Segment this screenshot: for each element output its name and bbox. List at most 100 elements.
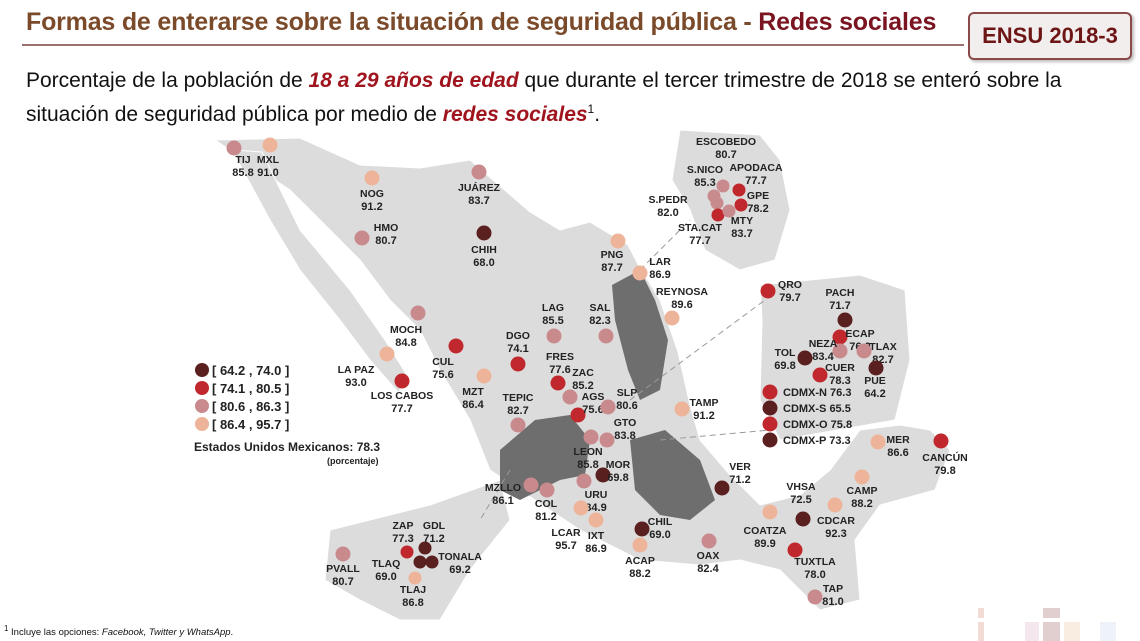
city-dot (868, 360, 884, 376)
guide-line (629, 299, 766, 401)
logo-block (978, 608, 984, 618)
city-value: 82.0 (657, 207, 678, 219)
city-name: HMO (374, 222, 399, 234)
city-value: 75.6 (432, 369, 453, 381)
city-value: 92.3 (825, 528, 846, 540)
city-name: GPE (747, 190, 769, 202)
city-dot (400, 545, 414, 559)
city-value: 81.0 (822, 596, 843, 608)
logo-block (1064, 622, 1080, 641)
city-dot (610, 233, 626, 249)
city-label: CDMX-P 73.3 (783, 435, 851, 447)
city-name: TLAQ (372, 558, 401, 570)
city-dot (523, 477, 539, 493)
city-name: TUXTLA (794, 556, 836, 568)
city-value: 86.8 (402, 597, 423, 609)
map-land (213, 129, 951, 621)
city-value: 93.0 (345, 377, 366, 389)
legend-swatch (195, 363, 209, 377)
title-divider (22, 44, 964, 46)
city-dot (856, 343, 872, 359)
city-marker-cdmx-o: CDMX-O 75.8 (762, 416, 852, 432)
national-unit: (porcentaje) (327, 456, 379, 466)
city-value: 77.3 (392, 533, 413, 545)
city-name: MOR (606, 459, 631, 471)
city-name: CAMP (847, 485, 878, 497)
city-dot (827, 497, 843, 513)
city-dot (335, 546, 351, 562)
city-name: CDCAR (817, 515, 855, 527)
footnote-number: 1 (4, 624, 9, 633)
city-name: ZAP (393, 520, 414, 532)
city-dot (595, 467, 611, 483)
city-name: TAMP (690, 397, 719, 409)
highlight-jalisco (500, 415, 590, 500)
city-dot (701, 533, 717, 549)
city-name: TONALA (438, 551, 482, 563)
footnote: 1 Incluye las opciones: Facebook, Twitte… (4, 624, 233, 638)
city-dot (762, 416, 778, 432)
city-value: 77.6 (549, 364, 570, 376)
city-name: COL (535, 498, 558, 510)
city-value: 83.8 (614, 430, 635, 442)
city-value: 71.2 (729, 474, 750, 486)
city-dot (634, 521, 650, 537)
city-name: ACAP (625, 555, 655, 567)
city-name: PACH (826, 287, 855, 299)
city-dot (410, 305, 426, 321)
city-value: 82.3 (589, 315, 610, 327)
city-value: 88.2 (629, 568, 650, 580)
guadalajara-inset (324, 479, 511, 621)
city-name: TAP (823, 583, 843, 595)
city-value: 79.7 (779, 292, 800, 304)
city-dot (795, 511, 811, 527)
city-name: MZLLO (485, 482, 521, 494)
city-name: LOS CABOS (371, 390, 433, 402)
city-dot (762, 400, 778, 416)
city-value: 77.7 (391, 403, 412, 415)
mainland (213, 137, 951, 611)
city-dot (570, 407, 586, 423)
city-dot (418, 541, 432, 555)
city-dot (837, 312, 853, 328)
legend: [ 64.2 , 74.0 ] [ 74.1 , 80.5 ] [ 80.6 , 8… (195, 363, 289, 432)
city-dot (476, 225, 492, 241)
city-name: CUER (825, 362, 855, 374)
title-accent: Redes sociales (758, 8, 937, 36)
highlight-regions (500, 270, 715, 520)
subtitle-text: que durante el tercer trimestre de 2018 … (26, 69, 1062, 126)
city-value: 83.7 (731, 228, 752, 240)
city-dot (933, 433, 949, 449)
city-name: MTY (731, 215, 753, 227)
city-name: LAR (649, 256, 671, 268)
footnote-end: . (230, 627, 234, 639)
city-label: CDMX-S 65.5 (783, 403, 851, 415)
city-name: IXT (588, 530, 605, 542)
city-dot (870, 434, 886, 450)
city-value: 85.5 (542, 315, 563, 327)
city-value: 77.7 (745, 175, 766, 187)
city-value: 69.0 (375, 571, 396, 583)
monterrey-inset (671, 129, 791, 271)
